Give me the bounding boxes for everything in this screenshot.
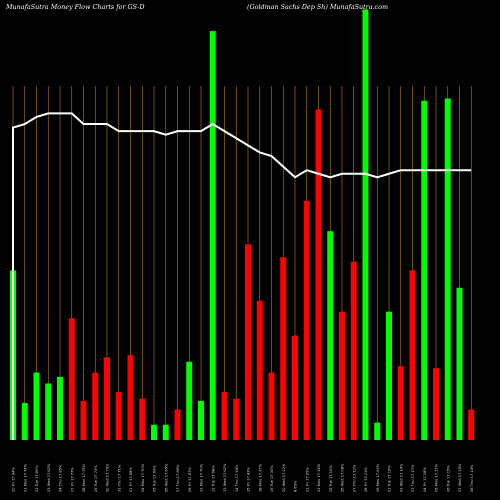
x-tick-label: 03 Thu 17.17% <box>411 464 415 492</box>
x-tick-label: 29 Mon 17.09% <box>376 463 380 492</box>
x-tick-label: 12 Tue 17.68% <box>211 465 215 492</box>
money-flow-bar <box>468 409 475 440</box>
x-tick-label: 24 Thu 17.85% <box>59 464 63 492</box>
money-flow-bar <box>362 9 369 440</box>
money-flow-bar <box>80 400 87 440</box>
x-tick-label: 07 Wed 17.16% <box>458 463 462 492</box>
money-flow-bar <box>162 424 169 440</box>
money-flow-bar <box>151 424 157 440</box>
x-tick-label: 27 Thu 17.12% <box>352 464 356 492</box>
x-tick-label: 8.85% <box>294 480 298 492</box>
money-flow-bar <box>421 100 428 440</box>
money-flow-bar <box>198 400 204 440</box>
money-flow-bar <box>303 200 310 440</box>
money-flow-bar <box>327 231 334 440</box>
x-tick-label: 05 Tue 17.69% <box>153 465 157 492</box>
money-flow-bar <box>233 398 240 440</box>
x-tick-label: 25 Tue 17.10% <box>329 465 333 492</box>
money-flow-bar <box>433 368 439 440</box>
money-flow-bar <box>68 318 75 440</box>
x-tick-label: 26 Wed 17.08% <box>341 463 345 492</box>
x-tick-label: 11 Mon 17.70% <box>200 463 204 492</box>
price-line-group <box>12 112 472 440</box>
x-tick-label: 18 Mon 17.37% <box>258 463 262 492</box>
x-tick-label: 14 Thu 17.54% <box>235 464 239 492</box>
money-flow-bar <box>350 261 357 440</box>
price-line <box>12 112 472 440</box>
x-tick-label: 08 Thu 17.14% <box>470 464 474 492</box>
money-flow-bar <box>256 300 263 440</box>
x-tick-label: 04 Fri 17.18% <box>423 467 427 492</box>
chart-subtitle: (Goldman Sachs Dep Sh) MunafaSutra.com <box>247 3 388 11</box>
money-flow-bar <box>139 398 146 440</box>
x-tick-label: 20 Wed 17.22% <box>282 463 286 492</box>
x-tick-label: 08 Fri 17.67% <box>188 467 192 492</box>
money-flow-bar <box>292 335 298 440</box>
x-tick-label: 05 Mon 17.17% <box>435 463 439 492</box>
x-tick-label: 20 Fri 17.94% <box>12 467 16 492</box>
money-flow-bar <box>115 392 122 440</box>
money-flow-bar <box>374 422 381 440</box>
x-tick-labels: 20 Fri 17.94% 21 Mon 17.74% 22 Tue 17.80% 2… <box>12 463 474 492</box>
x-tick-label: 23 Wed 17.82% <box>47 463 51 492</box>
money-flow-bar <box>456 287 463 440</box>
x-tick-label: 02 Wed 17.14% <box>399 463 403 492</box>
money-flow-bar <box>315 109 322 441</box>
money-flow-bar <box>45 383 52 440</box>
x-tick-label: 22 Tue 17.80% <box>35 465 39 492</box>
volume-bars <box>10 9 475 441</box>
money-flow-bar <box>57 376 63 440</box>
x-tick-label: 22 Mon 17.14% <box>317 463 321 492</box>
x-tick-label: 29 Tue 17.73% <box>94 465 98 492</box>
money-flow-bar <box>174 409 181 440</box>
money-flow-bar <box>386 311 392 440</box>
money-flow-bar <box>221 392 228 440</box>
x-tick-label: 31 Thu 17.71% <box>117 464 121 492</box>
money-flow-bar <box>209 31 216 440</box>
x-tick-label: 28 Mon 17.78% <box>82 463 86 492</box>
x-tick-label: 06 Tue 17.15% <box>446 465 450 492</box>
money-flow-bar <box>397 366 404 440</box>
x-tick-label: 30 Wed 17.76% <box>106 463 110 492</box>
x-tick-label: 06 Wed 17.65% <box>164 463 168 492</box>
x-tick-label: 01 Fri 17.68% <box>129 467 133 492</box>
x-tick-label: 15 Fri 17.43% <box>247 467 251 492</box>
x-tick-label: 13 Wed 17.62% <box>223 463 227 492</box>
x-tick-label: 01 Tue 17.15% <box>388 465 392 492</box>
money-flow-bar <box>92 372 99 440</box>
money-flow-bar <box>21 403 28 440</box>
x-tick-label: 21 Fri 17.05% <box>305 467 309 492</box>
x-tick-label: 28 Fri 17.11% <box>364 467 368 492</box>
x-tick-label: 04 Mon 17.70% <box>141 463 145 492</box>
x-tick-label: 19 Tue 17.30% <box>270 465 274 492</box>
money-flow-bar <box>127 355 134 440</box>
money-flow-bar <box>245 244 251 440</box>
money-flow-bar <box>186 361 193 440</box>
x-tick-label: 07 Thu 17.66% <box>176 464 180 492</box>
money-flow-bar <box>280 257 287 440</box>
chart-title: MunafaSutra Money Flow Charts for GS-D <box>5 3 145 11</box>
money-flow-bar <box>33 372 40 440</box>
x-tick-label: 21 Mon 17.74% <box>23 463 27 492</box>
money-flow-bar <box>409 270 416 440</box>
money-flow-bar <box>339 311 345 440</box>
money-flow-bar <box>268 372 275 440</box>
money-flow-bar <box>444 98 451 441</box>
x-tick-label: 27 Fri 17.77% <box>70 467 74 492</box>
money-flow-bar <box>104 357 110 440</box>
